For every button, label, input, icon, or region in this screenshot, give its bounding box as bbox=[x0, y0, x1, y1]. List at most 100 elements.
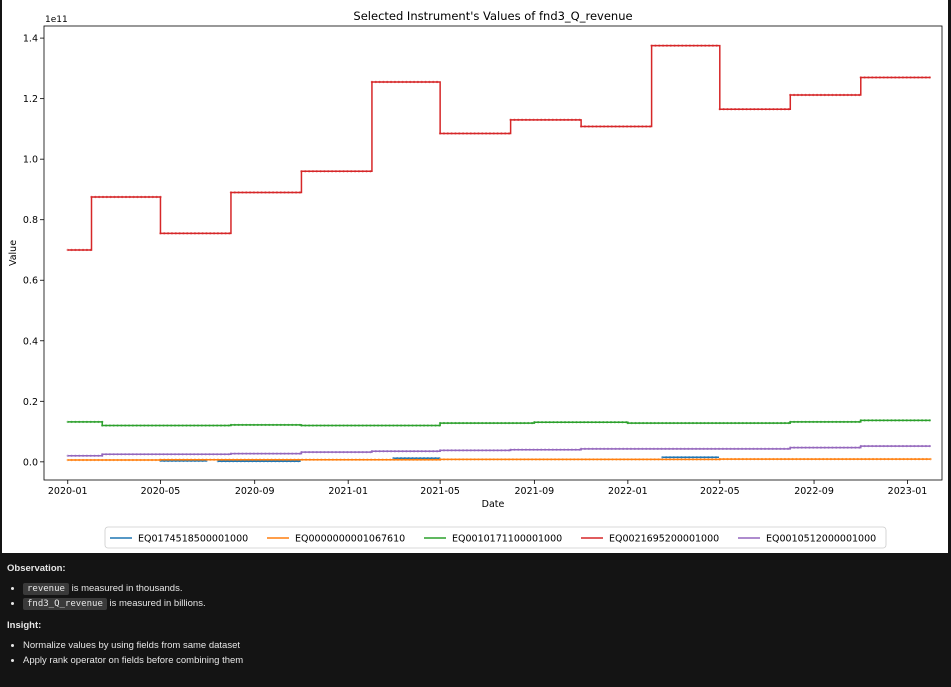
data-point bbox=[905, 76, 908, 79]
data-point bbox=[245, 191, 248, 194]
data-point bbox=[264, 191, 267, 194]
data-point bbox=[287, 191, 290, 194]
data-point bbox=[155, 195, 158, 199]
data-point bbox=[66, 248, 69, 252]
data-point bbox=[270, 458, 273, 461]
data-point bbox=[559, 118, 562, 122]
data-point bbox=[714, 421, 718, 425]
data-point bbox=[116, 453, 119, 456]
data-point bbox=[400, 458, 404, 461]
data-point bbox=[676, 458, 679, 461]
data-point bbox=[293, 458, 296, 461]
data-point bbox=[745, 421, 748, 425]
data-point bbox=[223, 424, 227, 427]
data-point bbox=[661, 44, 665, 47]
data-point bbox=[864, 457, 867, 461]
data-point bbox=[492, 132, 495, 135]
data-point bbox=[442, 421, 446, 425]
data-point bbox=[874, 444, 878, 448]
data-point bbox=[461, 449, 465, 452]
data-point bbox=[814, 457, 817, 461]
data-point bbox=[905, 444, 908, 448]
data-point bbox=[906, 457, 909, 461]
data-point bbox=[523, 458, 526, 461]
legend-label: EQ0010171100001000 bbox=[452, 534, 562, 545]
data-point bbox=[147, 424, 150, 427]
data-point bbox=[97, 420, 100, 424]
data-point bbox=[511, 421, 515, 425]
data-point bbox=[687, 421, 691, 425]
data-point bbox=[128, 195, 132, 199]
data-point bbox=[163, 232, 166, 235]
data-point bbox=[426, 424, 430, 427]
data-point bbox=[492, 449, 495, 452]
data-point bbox=[699, 456, 702, 459]
data-point bbox=[396, 458, 400, 461]
data-point bbox=[89, 454, 92, 457]
data-point bbox=[854, 420, 857, 424]
data-point bbox=[307, 170, 311, 173]
data-point bbox=[248, 423, 252, 427]
data-point bbox=[189, 458, 193, 461]
data-point bbox=[85, 454, 89, 457]
data-point bbox=[753, 421, 756, 425]
data-point bbox=[397, 450, 400, 453]
data-point bbox=[461, 421, 465, 425]
data-point bbox=[515, 458, 518, 461]
data-point bbox=[618, 447, 621, 451]
data-point bbox=[675, 447, 679, 451]
data-point bbox=[131, 424, 135, 427]
data-point bbox=[748, 447, 751, 451]
data-point bbox=[540, 118, 543, 122]
data-point bbox=[78, 454, 81, 457]
data-point bbox=[822, 457, 825, 461]
data-point bbox=[679, 447, 682, 451]
data-point bbox=[763, 447, 767, 451]
x-tick-label: 2022-05 bbox=[700, 486, 740, 497]
data-point bbox=[357, 170, 361, 173]
data-point bbox=[714, 456, 718, 459]
data-point bbox=[837, 457, 840, 461]
data-point bbox=[756, 457, 760, 461]
data-point bbox=[796, 93, 800, 97]
data-point bbox=[112, 453, 115, 456]
data-point bbox=[799, 457, 802, 461]
data-point bbox=[215, 453, 219, 456]
data-point bbox=[105, 195, 109, 199]
data-point bbox=[89, 458, 92, 462]
data-point bbox=[846, 446, 849, 449]
data-point bbox=[189, 232, 193, 235]
code-chip: revenue bbox=[23, 583, 69, 595]
revenue-chart: 2020-01 2020-05 2020-09 2021-01 2021-05 2021-… bbox=[2, 0, 948, 553]
data-point bbox=[500, 421, 503, 425]
data-point bbox=[473, 132, 476, 135]
x-tick-label: 2020-09 bbox=[235, 486, 275, 497]
data-point bbox=[461, 132, 465, 135]
data-point bbox=[898, 457, 902, 461]
data-point bbox=[909, 444, 912, 448]
data-point bbox=[879, 457, 882, 461]
data-point bbox=[90, 195, 93, 199]
data-point bbox=[775, 447, 778, 451]
data-point bbox=[120, 453, 123, 456]
data-point bbox=[488, 421, 492, 425]
data-point bbox=[428, 450, 431, 453]
data-point bbox=[854, 93, 857, 97]
data-point bbox=[124, 195, 128, 199]
data-point bbox=[733, 457, 737, 461]
data-point bbox=[887, 457, 890, 461]
data-point bbox=[548, 420, 551, 424]
data-point bbox=[886, 444, 889, 448]
data-point bbox=[224, 458, 227, 461]
data-point bbox=[630, 421, 633, 425]
data-point bbox=[162, 453, 165, 456]
data-point bbox=[641, 421, 645, 425]
data-point bbox=[823, 420, 826, 424]
data-point bbox=[224, 232, 227, 235]
data-point bbox=[722, 421, 725, 425]
data-point bbox=[327, 424, 330, 427]
data-point bbox=[617, 420, 620, 424]
data-point bbox=[764, 421, 767, 425]
data-point bbox=[216, 458, 220, 461]
data-point bbox=[283, 423, 286, 427]
